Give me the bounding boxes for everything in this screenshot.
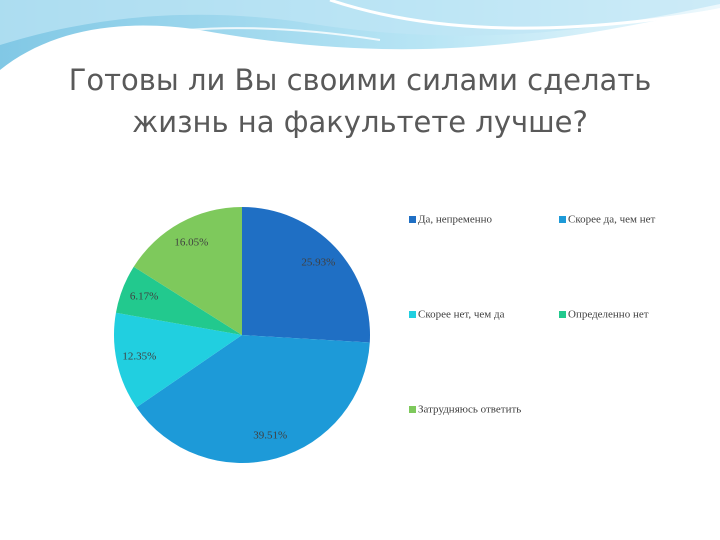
pie-slice [133,207,242,335]
data-label: 25.93% [301,256,335,268]
pie: 25.93% 39.51% 12.35% 6.17% 16.05% [114,207,371,463]
title-line: Готовы ли Вы своими силами сделать [69,63,652,97]
legend: Да, непременно Скорее да, чем нет Скорее н… [409,214,656,416]
title-line: жизнь на факультете лучше? [132,105,588,139]
legend-label: Затрудняюсь ответить [418,404,521,416]
data-label: 6.17% [130,291,158,303]
legend-marker [559,216,566,223]
legend-label: Скорее нет, чем да [418,309,505,321]
data-label: 39.51% [253,430,287,442]
legend-label: Скорее да, чем нет [568,214,656,226]
pie-slice [136,335,370,463]
data-label: 12.35% [122,351,156,363]
data-label: 16.05% [174,237,208,249]
legend-label: Да, непременно [418,214,493,226]
legend-marker [409,311,416,318]
legend-marker [559,311,566,318]
pie-slice [242,207,371,343]
decoration [0,0,720,81]
legend-marker [409,406,416,413]
legend-label: Определенно нет [568,309,649,321]
pie-slice [114,312,242,408]
legend-marker [409,216,416,223]
pie-slice [115,266,242,335]
